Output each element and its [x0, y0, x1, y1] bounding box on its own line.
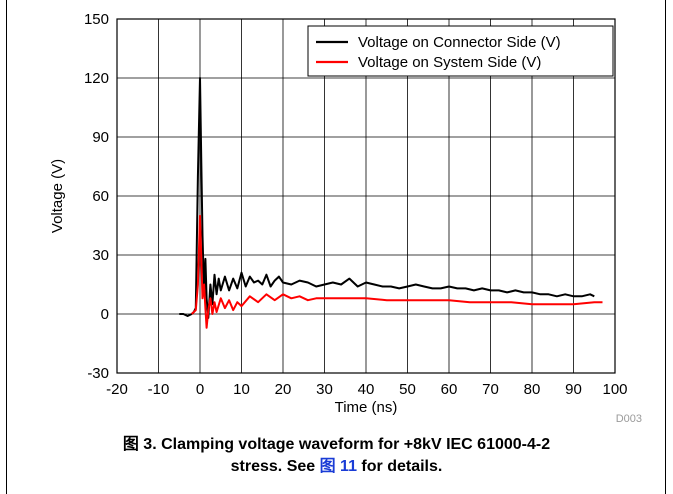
figure-id-annotation: D003	[616, 413, 642, 425]
series-layer	[179, 77, 603, 329]
x-tick-label: 50	[399, 381, 416, 398]
x-tick-label: 80	[524, 381, 541, 398]
legend-box	[307, 25, 614, 77]
legend-entry-label: Voltage on Connector Side (V)	[358, 34, 561, 51]
x-tick-label: 0	[196, 381, 204, 398]
x-tick-label: 30	[316, 381, 333, 398]
series-connector-side-line	[179, 77, 595, 319]
x-tick-label: 70	[482, 381, 499, 398]
y-tick-label: 150	[84, 11, 109, 28]
x-tick-label: 100	[602, 381, 627, 398]
y-axis-label: Voltage (V)	[49, 159, 66, 233]
series-system-side-line	[191, 214, 603, 329]
x-axis-label: Time (ns)	[335, 399, 398, 416]
x-tick-label: -20	[106, 381, 128, 398]
x-tick-label: -10	[148, 381, 170, 398]
x-tick-label: 20	[275, 381, 292, 398]
figure-11-link[interactable]: 图 11	[319, 458, 357, 475]
x-tick-label: 40	[358, 381, 375, 398]
y-tick-label: 30	[92, 247, 109, 264]
x-tick-label: 90	[565, 381, 582, 398]
voltage-waveform-chart: -20 -10 0 10 20 30 40 50 60 70 80 90 100 -30 0 30 60 90 12…	[49, 11, 642, 425]
figure-frame	[6, 0, 666, 494]
tick-labels: -20 -10 0 10 20 30 40 50 60 70 80 90 100 -30 0 30 60 90 12…	[84, 11, 628, 398]
x-tick-label: 10	[233, 381, 250, 398]
grid	[117, 19, 615, 373]
legend: Voltage on Connector Side (V) Voltage on …	[307, 25, 614, 77]
plot-area-border	[116, 18, 616, 374]
y-tick-label: -30	[87, 365, 109, 382]
x-tick-label: 60	[441, 381, 458, 398]
caption-line-1: 图 3. Clamping voltage waveform for +8kV …	[122, 436, 551, 453]
legend-entry-label: Voltage on System Side (V)	[358, 54, 541, 71]
caption-text-end: for details.	[356, 458, 443, 475]
y-tick-label: 60	[92, 188, 109, 205]
caption-line-2: stress. See 图 11 for details.	[30, 456, 643, 478]
caption-text-start: stress. See	[230, 458, 320, 475]
y-tick-label: 0	[101, 306, 109, 323]
y-tick-label: 90	[92, 129, 109, 146]
figure-caption: 图 3. Clamping voltage waveform for +8kV …	[30, 434, 643, 478]
y-tick-label: 120	[84, 70, 109, 87]
